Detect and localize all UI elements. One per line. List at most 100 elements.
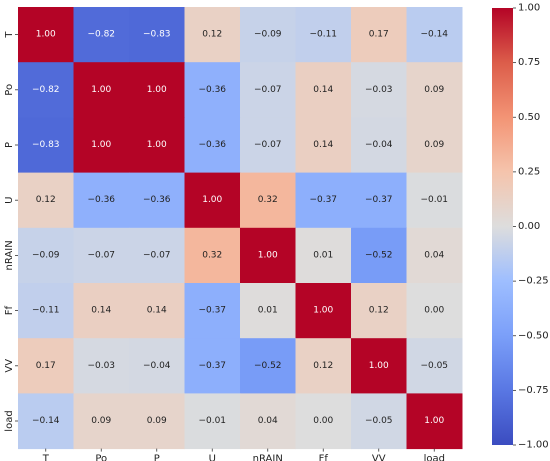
cell-value-label: −0.36 [198, 140, 226, 150]
cell-value-label: −0.11 [309, 30, 337, 40]
cell-value-label: −0.03 [365, 85, 393, 95]
x-tick-label-load: load [424, 454, 445, 461]
cell-value-label: −0.37 [365, 195, 393, 205]
cell-value-label: 0.09 [424, 140, 444, 150]
cell-value-label: −0.07 [87, 250, 115, 260]
heatmap-cells [18, 7, 463, 450]
cell-value-label: 0.01 [313, 250, 333, 260]
colorbar-tick-label: 0.00 [518, 221, 540, 232]
cell-value-label: 0.12 [36, 195, 56, 205]
cell-value-label: 0.12 [202, 30, 222, 40]
heatmap-cell-P-Po [73, 117, 130, 174]
heatmap-cell-VV-Ff [295, 338, 352, 394]
heatmap-cell-Po-VV [351, 62, 407, 118]
cell-value-label: 1.00 [147, 85, 167, 95]
y-tick-label-T: T [4, 31, 15, 39]
cell-value-label: 1.00 [313, 306, 333, 316]
heatmap-cell-Ff-Po [73, 283, 130, 339]
y-tick-label-Ff: Ff [4, 305, 15, 315]
cell-value-label: 0.14 [313, 140, 333, 150]
heatmap-cell-Ff-T [18, 283, 74, 339]
cell-value-label: −0.83 [143, 30, 171, 40]
heatmap-cell-VV-T [18, 338, 74, 394]
heatmap-cell-P-P [129, 117, 185, 174]
cell-value-label: −0.03 [87, 361, 115, 371]
heatmap-cell-nRAIN-P [129, 227, 185, 284]
cell-value-label: 1.00 [369, 361, 389, 371]
heatmap-cell-VV-Po [73, 338, 130, 394]
y-tick-label-load: load [4, 410, 15, 431]
heatmap-cell-Ff-load [406, 283, 463, 339]
cell-value-label: −0.37 [309, 195, 337, 205]
heatmap-cell-U-nRAIN [240, 172, 296, 229]
heatmap-cell-P-VV [351, 117, 407, 174]
x-tick-label-P: P [154, 454, 160, 461]
cell-value-label: −0.37 [198, 306, 226, 316]
heatmap-cell-Ff-P [129, 283, 185, 339]
cell-value-label: −0.36 [87, 195, 115, 205]
cell-value-label: −0.82 [32, 85, 60, 95]
cell-value-label: −0.07 [254, 85, 282, 95]
heatmap-cell-load-Ff [295, 393, 352, 450]
cell-value-label: 0.09 [91, 416, 111, 426]
cell-value-label: 0.12 [369, 306, 389, 316]
cell-value-label: −0.07 [254, 140, 282, 150]
heatmap-cell-nRAIN-T [18, 227, 74, 284]
heatmap-cell-labels: 1.00 −0.82 −0.83 0.12 −0.09 −0.11 0.17 −0.14 −0.… [32, 30, 448, 426]
heatmap-cell-P-T [18, 117, 74, 174]
heatmap-cell-Ff-Ff [295, 283, 352, 339]
heatmap-cell-VV-load [406, 338, 463, 394]
heatmap-cell-VV-P [129, 338, 185, 394]
heatmap-cell-Ff-nRAIN [240, 283, 296, 339]
heatmap-cell-nRAIN-load [406, 227, 463, 284]
cell-value-label: −0.01 [420, 195, 448, 205]
cell-value-label: 0.17 [36, 361, 56, 371]
cell-value-label: 0.17 [369, 30, 389, 40]
heatmap-cell-load-P [129, 393, 185, 450]
heatmap-cell-Ff-VV [351, 283, 407, 339]
heatmap-cell-Po-T [18, 62, 74, 118]
heatmap-cell-load-VV [351, 393, 407, 450]
heatmap-cell-U-Po [73, 172, 130, 229]
heatmap-cell-VV-VV [351, 338, 407, 394]
y-tick-label-P: P [4, 142, 15, 148]
colorbar-tick-label: 0.50 [518, 112, 540, 123]
cell-value-label: −0.04 [143, 361, 171, 371]
cell-value-label: 1.00 [36, 30, 56, 40]
cell-value-label: 1.00 [424, 416, 444, 426]
cell-value-label: 0.32 [202, 250, 222, 260]
heatmap-cell-load-nRAIN [240, 393, 296, 450]
cell-value-label: −0.36 [198, 85, 226, 95]
cell-value-label: 0.04 [258, 416, 278, 426]
cell-value-label: 1.00 [91, 85, 111, 95]
cell-value-label: −0.83 [32, 140, 60, 150]
heatmap-cell-nRAIN-VV [351, 227, 407, 284]
cell-value-label: 0.14 [313, 85, 333, 95]
cell-value-label: 0.04 [424, 250, 444, 260]
x-tick-label-nRAIN: nRAIN [253, 454, 283, 461]
x-tick-label-VV: VV [372, 454, 386, 461]
cell-value-label: 0.09 [424, 85, 444, 95]
heatmap-cell-Po-Ff [295, 62, 352, 118]
colorbar-tick-label: −1.00 [518, 440, 549, 451]
cell-value-label: −0.05 [365, 416, 393, 426]
cell-value-label: 0.00 [313, 416, 333, 426]
heatmap-cell-VV-nRAIN [240, 338, 296, 394]
cell-value-label: −0.36 [143, 195, 171, 205]
cell-value-label: 0.09 [147, 416, 167, 426]
heatmap-cell-load-Po [73, 393, 130, 450]
heatmap-cell-VV-U [184, 338, 241, 394]
heatmap-cell-nRAIN-U [184, 227, 241, 284]
heatmap-cell-U-U [184, 172, 241, 229]
heatmap-cell-U-VV [351, 172, 407, 229]
y-tick-label-VV: VV [4, 359, 15, 373]
heatmap-cell-load-load [406, 393, 463, 450]
cell-value-label: 0.32 [258, 195, 278, 205]
cell-value-label: −0.05 [420, 361, 448, 371]
cell-value-label: 1.00 [91, 140, 111, 150]
colorbar-gradient [492, 8, 513, 445]
heatmap-cell-P-Ff [295, 117, 352, 174]
cell-value-label: 0.12 [313, 361, 333, 371]
